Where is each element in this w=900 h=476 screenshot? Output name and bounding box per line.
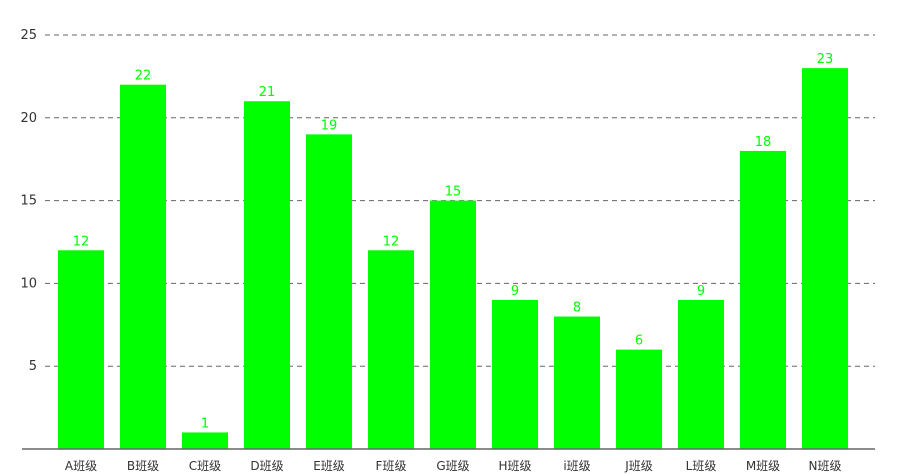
- x-tick-label: i班级: [563, 459, 590, 473]
- y-tick-label: 5: [29, 359, 37, 374]
- bar: [802, 68, 848, 450]
- bar-value-label: 12: [73, 234, 90, 249]
- x-tick-label: C班级: [189, 459, 221, 473]
- x-tick-label: F班级: [376, 459, 407, 473]
- x-tick-label: H班级: [498, 459, 531, 473]
- bar: [244, 101, 290, 450]
- y-tick-label: 15: [20, 194, 37, 209]
- x-tick-label: M班级: [746, 459, 780, 473]
- x-tick-label: D班级: [250, 459, 283, 473]
- bar-value-label: 8: [573, 301, 581, 316]
- y-tick-label: 25: [20, 28, 37, 43]
- bar-value-label: 12: [383, 234, 400, 249]
- bar: [430, 200, 476, 449]
- y-axis-ticks: 5 10 15 20 25: [20, 28, 37, 374]
- bar-value-label: 23: [817, 52, 834, 67]
- bar: [616, 349, 662, 449]
- bar-value-label: 22: [135, 69, 152, 84]
- value-labels: 12 22 1 21 19 12 15 9 8 6 9 18 23: [73, 52, 834, 431]
- x-tick-label: L班级: [686, 459, 717, 473]
- bar: [492, 299, 538, 449]
- bar: [306, 134, 352, 450]
- x-tick-label: E班级: [313, 459, 345, 473]
- bar-value-label: 1: [201, 416, 209, 431]
- bar: [368, 250, 414, 449]
- bar-value-label: 21: [259, 85, 276, 100]
- bar: [678, 299, 724, 449]
- bar-value-label: 6: [635, 334, 643, 349]
- x-tick-label: J班级: [624, 459, 653, 473]
- x-tick-label: G班级: [436, 459, 469, 473]
- x-tick-label: N班级: [809, 459, 842, 473]
- bars: [58, 68, 848, 450]
- y-tick-label: 20: [20, 111, 37, 126]
- x-axis-ticks: A班级 B班级 C班级 D班级 E班级 F班级 G班级 H班级 i班级 J班级 L班级 M班级 N班级: [65, 459, 842, 473]
- bar: [740, 150, 786, 450]
- bar: [182, 432, 228, 449]
- bar-value-label: 15: [445, 185, 462, 200]
- y-tick-label: 10: [20, 276, 37, 291]
- x-tick-label: B班级: [127, 459, 159, 473]
- bar: [554, 316, 600, 449]
- bar-value-label: 9: [511, 284, 519, 299]
- bar-value-label: 19: [321, 118, 338, 133]
- bar: [58, 250, 104, 449]
- bar-value-label: 9: [697, 284, 705, 299]
- x-tick-label: A班级: [65, 459, 97, 473]
- bar-value-label: 18: [755, 135, 772, 150]
- bar: [120, 84, 166, 450]
